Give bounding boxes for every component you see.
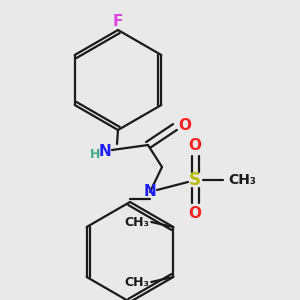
- Text: N: N: [99, 145, 111, 160]
- Text: CH₃: CH₃: [125, 275, 150, 289]
- Text: O: O: [178, 118, 191, 133]
- Text: S: S: [189, 171, 201, 189]
- Text: CH₃: CH₃: [125, 215, 150, 229]
- Text: N: N: [144, 184, 156, 200]
- Text: F: F: [113, 14, 123, 29]
- Text: H: H: [90, 148, 100, 160]
- Text: CH₃: CH₃: [228, 173, 256, 187]
- Text: O: O: [188, 139, 202, 154]
- Text: O: O: [188, 206, 202, 221]
